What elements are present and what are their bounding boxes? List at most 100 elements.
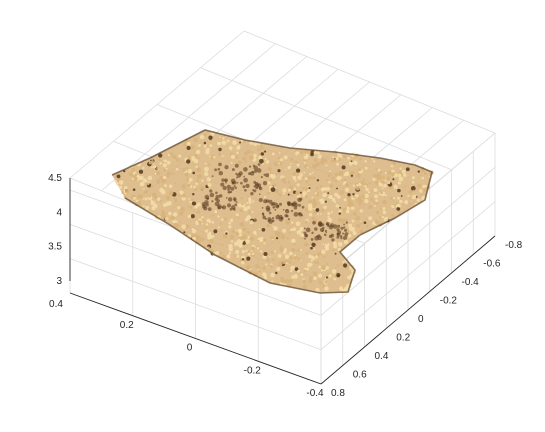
x-tick-label: 0.2: [120, 320, 134, 331]
cloud-point: [314, 260, 317, 264]
cloud-point: [302, 279, 307, 284]
cloud-point: [367, 190, 371, 194]
cloud-point: [274, 189, 279, 194]
cloud-point: [336, 227, 340, 232]
cloud-point: [268, 219, 273, 224]
cloud-point: [285, 208, 288, 211]
cloud-point: [377, 176, 382, 181]
cloud-point: [183, 231, 186, 234]
cloud-point: [257, 147, 261, 152]
cloud-point: [212, 232, 216, 236]
cloud-point: [283, 155, 288, 160]
cloud-point: [279, 247, 284, 252]
cloud-point: [335, 271, 338, 274]
cloud-point: [339, 190, 344, 195]
grid-line: [69, 258, 322, 351]
cloud-point: [308, 254, 312, 259]
cloud-point: [171, 172, 175, 175]
cloud-point: [234, 163, 239, 168]
cloud-point: [311, 231, 314, 235]
cloud-point: [364, 198, 369, 204]
cloud-point: [279, 202, 282, 206]
cloud-point: [115, 182, 119, 186]
cloud-point: [225, 232, 228, 235]
cloud-point: [309, 275, 313, 280]
cloud-point: [298, 212, 303, 217]
cloud-point: [416, 198, 421, 202]
cloud-point: [256, 247, 260, 250]
cloud-point: [188, 181, 191, 184]
cloud-point: [236, 176, 238, 179]
cloud-point: [296, 168, 301, 173]
cloud-point: [152, 192, 157, 197]
cloud-point: [228, 146, 233, 150]
cloud-point: [291, 238, 296, 244]
cloud-point: [265, 173, 270, 178]
cloud-point: [386, 176, 391, 181]
cloud-point: [346, 206, 350, 210]
cloud-point: [232, 197, 237, 201]
cloud-point: [287, 188, 291, 192]
cloud-point: [331, 238, 335, 242]
cloud-point: [292, 201, 297, 206]
cloud-point: [283, 181, 287, 185]
cloud-point: [331, 269, 337, 274]
cloud-point: [381, 187, 384, 190]
cloud-point: [189, 206, 193, 209]
cloud-point: [162, 178, 167, 183]
cloud-point: [247, 250, 250, 254]
cloud-point: [365, 187, 369, 192]
cloud-point: [235, 250, 240, 254]
x-tick-label: -0.4: [306, 388, 324, 399]
cloud-point: [336, 195, 341, 199]
cloud-point: [248, 198, 252, 202]
cloud-point: [238, 203, 243, 208]
grid-line: [69, 223, 322, 316]
cloud-point: [181, 184, 186, 189]
cloud-point: [209, 238, 214, 243]
cloud-point: [216, 198, 220, 203]
cloud-point: [347, 156, 350, 160]
cloud-point: [185, 224, 190, 229]
cloud-point: [241, 202, 244, 206]
cloud-point: [352, 231, 357, 236]
cloud-point: [221, 254, 226, 259]
cloud-point: [337, 218, 343, 223]
cloud-point: [304, 237, 306, 240]
cloud-point: [164, 216, 169, 221]
cloud-point: [356, 223, 361, 228]
cloud-point: [342, 235, 348, 241]
point-cloud: [111, 129, 434, 294]
cloud-point: [349, 268, 352, 270]
y-tick-label: 0.2: [396, 333, 410, 344]
cloud-point: [363, 221, 367, 224]
x-tick-label: 0.4: [49, 299, 63, 310]
cloud-point: [312, 220, 316, 225]
cloud-point: [310, 152, 314, 157]
cloud-point: [204, 194, 210, 200]
cloud-point: [279, 242, 281, 244]
cloud-point: [219, 136, 222, 139]
cloud-point: [242, 156, 247, 161]
cloud-point: [166, 171, 171, 176]
cloud-point: [238, 233, 243, 237]
cloud-point: [379, 170, 383, 174]
cloud-point: [204, 229, 209, 233]
cloud-point: [306, 156, 309, 159]
cloud-point: [271, 217, 275, 220]
cloud-point: [224, 165, 229, 170]
cloud-point: [290, 194, 293, 197]
cloud-point: [146, 182, 150, 186]
cloud-point: [249, 236, 255, 241]
cloud-point: [300, 150, 304, 153]
cloud-point: [186, 141, 191, 146]
cloud-point: [299, 191, 302, 194]
cloud-point: [344, 187, 350, 192]
cloud-point: [214, 168, 218, 172]
cloud-point: [335, 204, 339, 208]
cloud-point: [412, 189, 415, 193]
cloud-point: [159, 176, 163, 180]
y-tick-label: -0.2: [440, 296, 458, 307]
cloud-point: [135, 199, 139, 203]
cloud-point: [328, 234, 333, 239]
